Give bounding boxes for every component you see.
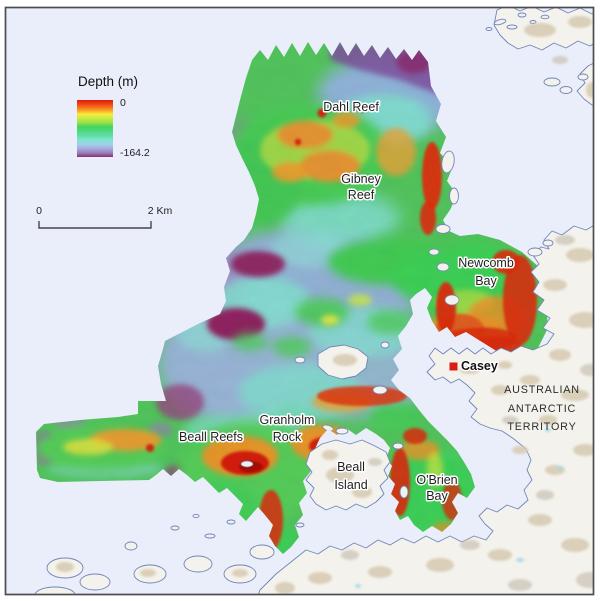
scale-bar-line: [38, 221, 152, 229]
label-territory-line1: AUSTRALIAN: [504, 384, 580, 396]
label-territory-line3: TERRITORY: [507, 421, 576, 433]
legend-max-value: 0: [120, 97, 126, 109]
frame-border: [4, 6, 595, 596]
mainland: [258, 225, 593, 594]
label-granholm-rock-line2: Rock: [273, 430, 302, 444]
label-newcomb-bay-line1: Newcomb: [458, 256, 514, 270]
legend-title: Depth (m): [78, 74, 138, 89]
map-labels: Dahl Reef Gibney Reef Newcomb Bay Granho…: [178, 99, 580, 601]
label-beall-island-line1: Beall: [337, 460, 365, 474]
casey-marker: [449, 362, 458, 371]
depth-legend: Depth (m) 0 -164.2: [77, 74, 150, 159]
label-granholm-rock-line1: Granholm: [260, 413, 315, 427]
label-bottom-channel: Peterson Channel: [368, 594, 468, 601]
label-territory-line2: ANTARCTIC: [508, 403, 576, 415]
label-casey: Casey: [461, 359, 498, 373]
label-obrien-bay-line1: O'Brien: [416, 473, 457, 487]
label-beall-reefs: Beall Reefs: [179, 430, 243, 444]
scale-bar: 0 2 Km: [36, 205, 173, 229]
label-beall-island-line2: Island: [334, 478, 367, 492]
legend-min-value: -164.2: [120, 147, 150, 159]
label-dahl-reef: Dahl Reef: [323, 100, 379, 114]
label-gibney-reef-line2: Reef: [348, 188, 375, 202]
label-gibney-reef-line1: Gibney: [341, 172, 381, 186]
label-newcomb-bay-line2: Bay: [475, 274, 497, 288]
legend-colorbar: [77, 100, 113, 157]
scale-end-label: 2 Km: [148, 205, 173, 217]
land-relief: [56, 16, 593, 594]
scale-start-label: 0: [36, 205, 42, 217]
label-obrien-bay-line2: Bay: [426, 489, 448, 503]
